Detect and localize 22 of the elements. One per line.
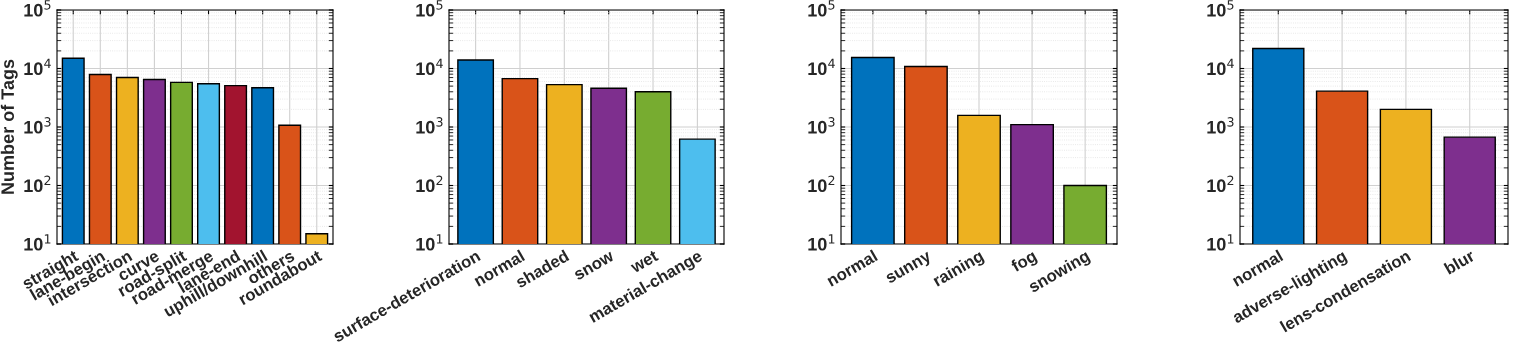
y-tick-label: 10$^{5}$ <box>416 0 443 17</box>
y-tick-label: 10$^{2}$ <box>808 175 835 193</box>
y-tick-label: 10$^{1}$ <box>1207 234 1234 251</box>
y-tick-label: 10$^{3}$ <box>808 117 835 134</box>
y-tick-label: 10$^{4}$ <box>808 58 835 76</box>
y-tick-label: 10$^{1}$ <box>24 234 51 251</box>
y-tick-label: 10$^{5}$ <box>24 0 51 17</box>
y-tick-label: 10$^{4}$ <box>24 58 51 76</box>
y-tick-label: 10$^{4}$ <box>416 58 443 76</box>
y-tick-label: 10$^{2}$ <box>416 175 443 193</box>
y-tick-label: 10$^{3}$ <box>416 117 443 134</box>
y-tick-label: 10$^{4}$ <box>1207 58 1234 76</box>
y-tick-label: 10$^{1}$ <box>808 234 835 251</box>
y-tick-label: 10$^{3}$ <box>24 117 51 134</box>
y-tick-label: 10$^{2}$ <box>1207 175 1234 193</box>
y-tick-label: 10$^{3}$ <box>1207 117 1234 134</box>
y-tick-label: 10$^{2}$ <box>24 175 51 193</box>
y-axis-title: Number of Tags <box>0 59 18 194</box>
y-tick-label: 10$^{5}$ <box>1207 0 1234 17</box>
x-tick-label: blur <box>1443 248 1476 275</box>
y-tick-label: 10$^{5}$ <box>808 0 835 17</box>
y-tick-label: 10$^{1}$ <box>416 234 443 251</box>
